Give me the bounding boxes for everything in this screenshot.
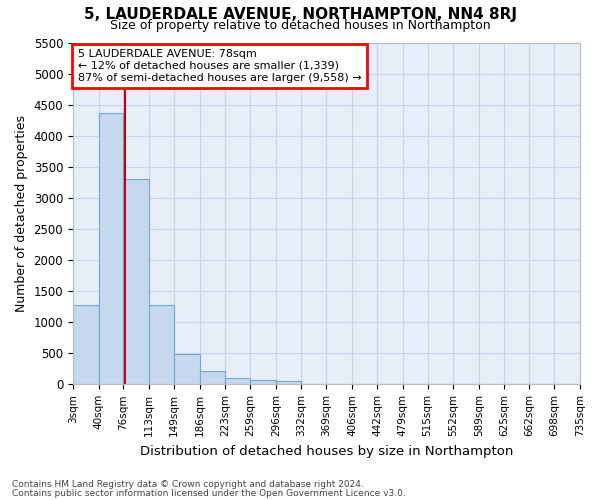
Bar	[250, 380, 276, 384]
Bar	[149, 306, 174, 384]
Text: Contains public sector information licensed under the Open Government Licence v3: Contains public sector information licen…	[12, 488, 406, 498]
Bar	[98, 114, 124, 384]
Text: Contains HM Land Registry data © Crown copyright and database right 2024.: Contains HM Land Registry data © Crown c…	[12, 480, 364, 489]
Bar	[200, 370, 226, 384]
Text: Size of property relative to detached houses in Northampton: Size of property relative to detached ho…	[110, 18, 490, 32]
Bar	[124, 179, 149, 384]
Text: 5, LAUDERDALE AVENUE, NORTHAMPTON, NN4 8RJ: 5, LAUDERDALE AVENUE, NORTHAMPTON, NN4 8…	[83, 8, 517, 22]
Bar	[276, 381, 301, 384]
Bar	[174, 354, 200, 384]
X-axis label: Distribution of detached houses by size in Northampton: Distribution of detached houses by size …	[140, 444, 513, 458]
Text: 5 LAUDERDALE AVENUE: 78sqm
← 12% of detached houses are smaller (1,339)
87% of s: 5 LAUDERDALE AVENUE: 78sqm ← 12% of deta…	[78, 50, 362, 82]
Bar	[226, 378, 250, 384]
Y-axis label: Number of detached properties: Number of detached properties	[15, 115, 28, 312]
Bar	[73, 306, 98, 384]
